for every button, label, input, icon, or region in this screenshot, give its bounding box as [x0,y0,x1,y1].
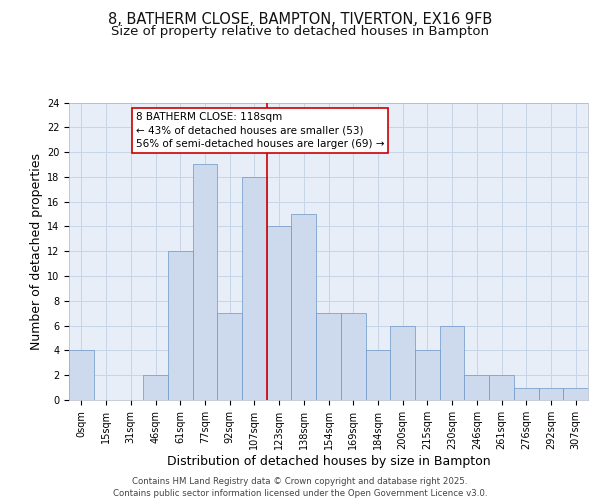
Bar [168,252,193,400]
Bar [539,388,563,400]
Text: 8 BATHERM CLOSE: 118sqm
← 43% of detached houses are smaller (53)
56% of semi-de: 8 BATHERM CLOSE: 118sqm ← 43% of detache… [136,112,384,149]
Y-axis label: Number of detached properties: Number of detached properties [29,153,43,350]
Bar [69,350,94,400]
Bar [316,313,341,400]
Text: 8, BATHERM CLOSE, BAMPTON, TIVERTON, EX16 9FB: 8, BATHERM CLOSE, BAMPTON, TIVERTON, EX1… [108,12,492,28]
Bar [292,214,316,400]
Bar [193,164,217,400]
Text: Contains HM Land Registry data © Crown copyright and database right 2025.
Contai: Contains HM Land Registry data © Crown c… [113,476,487,498]
Bar [464,375,489,400]
Bar [390,326,415,400]
Bar [217,313,242,400]
Bar [440,326,464,400]
Bar [563,388,588,400]
Bar [365,350,390,400]
Bar [415,350,440,400]
Bar [242,177,267,400]
Bar [489,375,514,400]
Bar [514,388,539,400]
Text: Size of property relative to detached houses in Bampton: Size of property relative to detached ho… [111,25,489,38]
Bar [143,375,168,400]
Bar [267,226,292,400]
Bar [341,313,365,400]
X-axis label: Distribution of detached houses by size in Bampton: Distribution of detached houses by size … [167,454,490,468]
